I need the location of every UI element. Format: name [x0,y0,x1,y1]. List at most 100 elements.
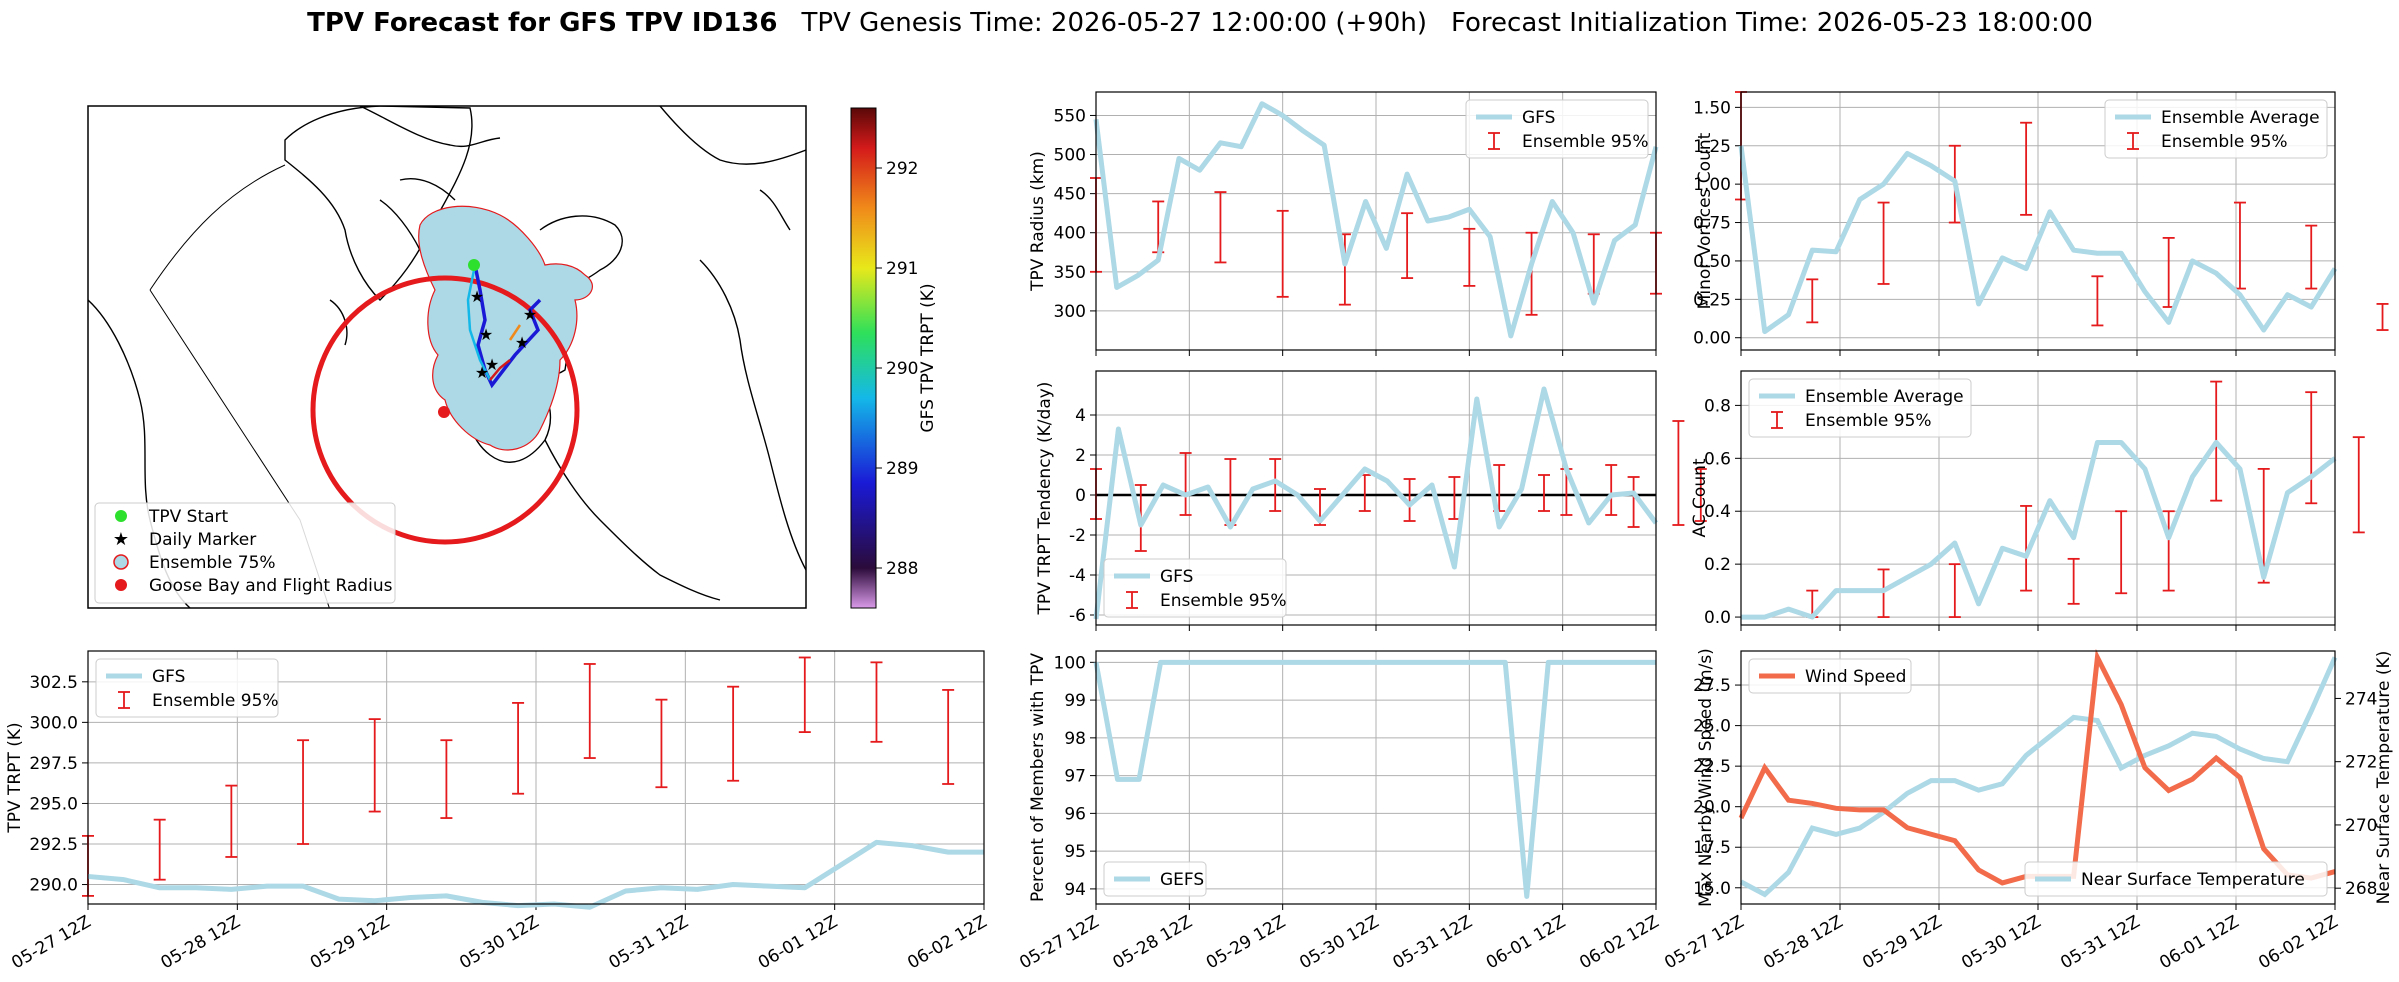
y-tick-label: 17.5 [1693,838,1731,858]
y-tick-label: 94 [1064,880,1086,900]
x-tick-label: 05-30 12Z [1296,912,1382,973]
y-axis-label: Minor Vortices Count [1695,132,1715,309]
x-tick-label: 06-02 12Z [1576,912,1662,973]
y2-axis-label: Near Surface Temperature (K) [2374,651,2394,905]
y2-tick-label: 270 [2345,816,2377,836]
y-tick-label: 0.4 [1704,502,1731,522]
daily-marker: ★ [485,355,499,374]
y-tick-label: 25.0 [1693,717,1731,737]
y-axis-label: Percent of Members with TPV [1028,653,1048,902]
y-tick-label: 350 [1054,263,1086,283]
x-tick-label: 06-01 12Z [1483,912,1569,973]
tpv-track-warm [489,359,511,381]
x-tick-label: 06-02 12Z [904,912,990,973]
x-tick-label: 05-31 12Z [1390,912,1476,973]
y-axis-label: TPV TRPT (K) [5,722,25,833]
legend-label: Ensemble 95% [152,691,279,711]
y-tick-label: 1.00 [1693,175,1731,195]
y2-tick-label: 268 [2345,879,2377,899]
tpv-track-ensemble [466,264,492,381]
colorbar-tick-label: 292 [886,159,918,179]
x-tick-label: 05-27 12Z [1661,912,1747,973]
chart-ac_count: 0.0 0.2 0.4 0.6 0.8 AC Count Ensemble AverageE… [1690,370,2365,631]
y-tick-label: 300 [1054,302,1086,322]
x-tick-label: 05-31 12Z [606,912,692,973]
x-tick-label: 05-28 12Z [158,912,244,973]
colorbar-tick-label: 288 [886,559,918,579]
y-axis-label: TPV Radius (km) [1028,151,1048,292]
border-line-2 [149,164,286,291]
chart-minor_vortices: 0.00 0.25 0.50 0.75 1.00 1.25 1.50 Minor Vortic… [1693,91,2389,356]
legend-label: Wind Speed [1805,667,1906,687]
map-panel: ★ ★ ★ ★ ★ ★ TPV Start ★ Daily Marker Ens… [87,105,938,609]
plot-frame [1740,650,2336,905]
y-tick-label: 550 [1054,106,1086,126]
y-tick-label: 0.00 [1693,329,1731,349]
goose-bay-marker [438,406,450,418]
coastline-labrador [544,439,721,601]
legend-label: Ensemble 95% [2161,132,2288,152]
x-tick-label: 05-30 12Z [456,912,542,973]
legend-tpv-start: TPV Start [148,507,229,527]
legend-trpt_tendency: GFS Ensemble 95% [1103,558,1287,618]
y-tick-label: 297.5 [29,754,78,774]
legend-box [2024,861,2328,897]
legend-box [1748,378,1972,438]
y-tick-label: 0.25 [1693,290,1731,310]
legend-radius: GFS Ensemble 95% [1465,99,1649,159]
y-tick-label: 1.25 [1693,137,1731,157]
y-axis-label: TPV TRPT Tendency (K/day) [1035,382,1055,616]
chart-radius: 300 350 400 450 500 550 TPV Radius (km) GFS Ense… [1028,91,1662,356]
y-tick-label: 302.5 [29,673,78,693]
tpv-track-orange [508,324,522,341]
temperature-line [1739,656,2338,898]
coastline-ellesmere [359,106,501,147]
daily-marker: ★ [523,305,537,324]
x-tick-label: 05-27 12Z [1016,912,1102,973]
legend-goose-bay: Goose Bay and Flight Radius [149,576,393,596]
daily-marker: ★ [475,363,489,382]
daily-marker: ★ [470,287,484,306]
coastline-east [699,259,806,571]
legend-label: Ensemble 95% [1805,411,1932,431]
legend-box [1748,658,1912,694]
legend-wind_temp: Wind Speed [1748,658,1912,694]
y-tick-label: 97 [1064,767,1086,787]
y-tick-label: 27.5 [1693,676,1731,696]
ensemble-75-region [418,205,593,451]
y-tick-label: 15.0 [1693,879,1731,899]
legend-ensemble-75: Ensemble 75% [149,553,276,573]
y-axis-label: AC Count [1690,458,1710,537]
legend-box [2104,99,2328,159]
y-tick-label: 20.0 [1693,798,1731,818]
y-tick-label: 400 [1054,224,1086,244]
flight-radius-circle [310,275,580,545]
legend-ac_count: Ensemble Average Ensemble 95% [1748,378,1972,438]
legend-label: GEFS [1160,870,1204,890]
x-tick-label: 05-28 12Z [1760,912,1846,973]
x-tick-label: 05-27 12Z [8,912,94,973]
x-tick-label: 05-29 12Z [307,912,393,973]
chart-trpt_tendency: -6 -4 -2 0 2 4 TPV TRPT Tendency (K/day) GFS Ens… [1035,370,1707,631]
y-tick-label: 0.0 [1704,608,1731,628]
y-tick-label: 292.5 [29,835,78,855]
x-tick-label: 05-31 12Z [2057,912,2143,973]
y2-tick-label: 272 [2345,753,2377,773]
legend-label: Ensemble 95% [1160,591,1287,611]
y-tick-label: 0.6 [1704,449,1731,469]
y-tick-label: 290.0 [29,876,78,896]
coastline-north-atlantic [659,106,806,165]
plot-frame [1095,91,1657,351]
y-tick-label: 0.8 [1704,396,1731,416]
legend-label: GFS [152,667,185,687]
daily-marker: ★ [479,325,493,344]
y-tick-label: 95 [1064,842,1086,862]
y-tick-label: -2 [1069,526,1086,546]
y-tick-label: 0.2 [1704,555,1731,575]
colorbar-tick-label: 290 [886,359,918,379]
daily-marker: ★ [515,333,529,352]
tpv-start-marker [468,259,480,271]
y-tick-label: 100 [1054,653,1086,673]
legend-daily-marker: Daily Marker [149,530,256,550]
